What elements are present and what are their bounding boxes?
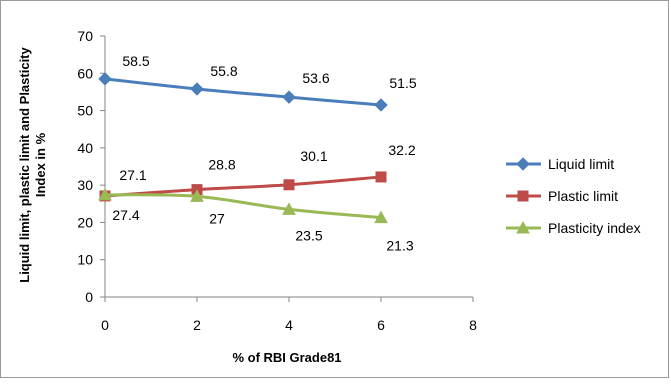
data-point: [98, 187, 112, 201]
data-point: [374, 98, 388, 112]
x-tick-label: 8: [469, 317, 477, 333]
y-axis-title-line-1: Liquid limit, plastic limit and Plastici…: [17, 46, 32, 282]
series-line-liquid-limit: [104, 77, 382, 107]
y-tick-label: 40: [77, 140, 93, 156]
data-label: 23.5: [295, 227, 322, 243]
data-label: 58.5: [122, 53, 149, 69]
data-label: 27: [209, 210, 225, 226]
data-point: [282, 90, 296, 104]
data-label: 21.3: [386, 238, 413, 254]
x-axis-title: % of RBI Grade81: [232, 350, 341, 365]
data-label: 51.5: [389, 75, 416, 91]
x-tick-labels: 0 2 4 6 8: [101, 317, 477, 333]
legend-marker: [516, 157, 530, 171]
legend: Liquid limit Plastic limit Plasticity inde…: [506, 156, 641, 236]
data-labels: 58.5 55.8 53.6 51.5 27.1 28.8 30.1 32.2 27.4 27 23…: [112, 53, 416, 254]
y-tick-label: 50: [77, 103, 93, 119]
data-label: 27.1: [119, 167, 146, 183]
data-point: [375, 171, 387, 183]
y-axis-title-line-2: Index in %: [33, 132, 48, 197]
data-label: 53.6: [302, 70, 329, 86]
data-label: 27.4: [112, 207, 139, 223]
data-label: 30.1: [300, 148, 327, 164]
series-line-plasticity-index: [104, 193, 382, 220]
y-axis-title: Liquid limit, plastic limit and Plastici…: [17, 46, 48, 282]
data-label: 32.2: [388, 142, 415, 158]
y-tick-label: 10: [77, 252, 93, 268]
legend-marker: [516, 220, 530, 234]
data-label: 55.8: [210, 63, 237, 79]
data-point: [282, 202, 296, 215]
data-point: [374, 210, 388, 224]
data-label: 28.8: [208, 157, 235, 173]
data-point: [98, 72, 112, 86]
x-tick-label: 6: [377, 317, 385, 333]
series-group: [98, 72, 388, 224]
data-point: [190, 82, 204, 96]
y-tick-label: 20: [77, 214, 93, 230]
chart-axes: [100, 35, 474, 302]
x-tick-label: 2: [193, 317, 201, 333]
y-tick-label: 0: [85, 289, 93, 305]
data-point: [283, 179, 295, 191]
x-tick-label: 4: [285, 317, 293, 333]
y-tick-labels: 0 10 20 30 40 50 60 70: [77, 28, 93, 305]
x-tick-label: 0: [101, 317, 109, 333]
legend-label: Plastic limit: [548, 188, 618, 204]
legend-label: Liquid limit: [548, 156, 614, 172]
y-tick-label: 70: [77, 28, 93, 44]
series-line-plastic-limit: [104, 175, 382, 198]
data-point: [190, 189, 204, 202]
y-tick-label: 60: [77, 65, 93, 81]
y-tick-label: 30: [77, 177, 93, 193]
legend-marker: [517, 190, 529, 202]
legend-label: Plasticity index: [548, 220, 641, 236]
